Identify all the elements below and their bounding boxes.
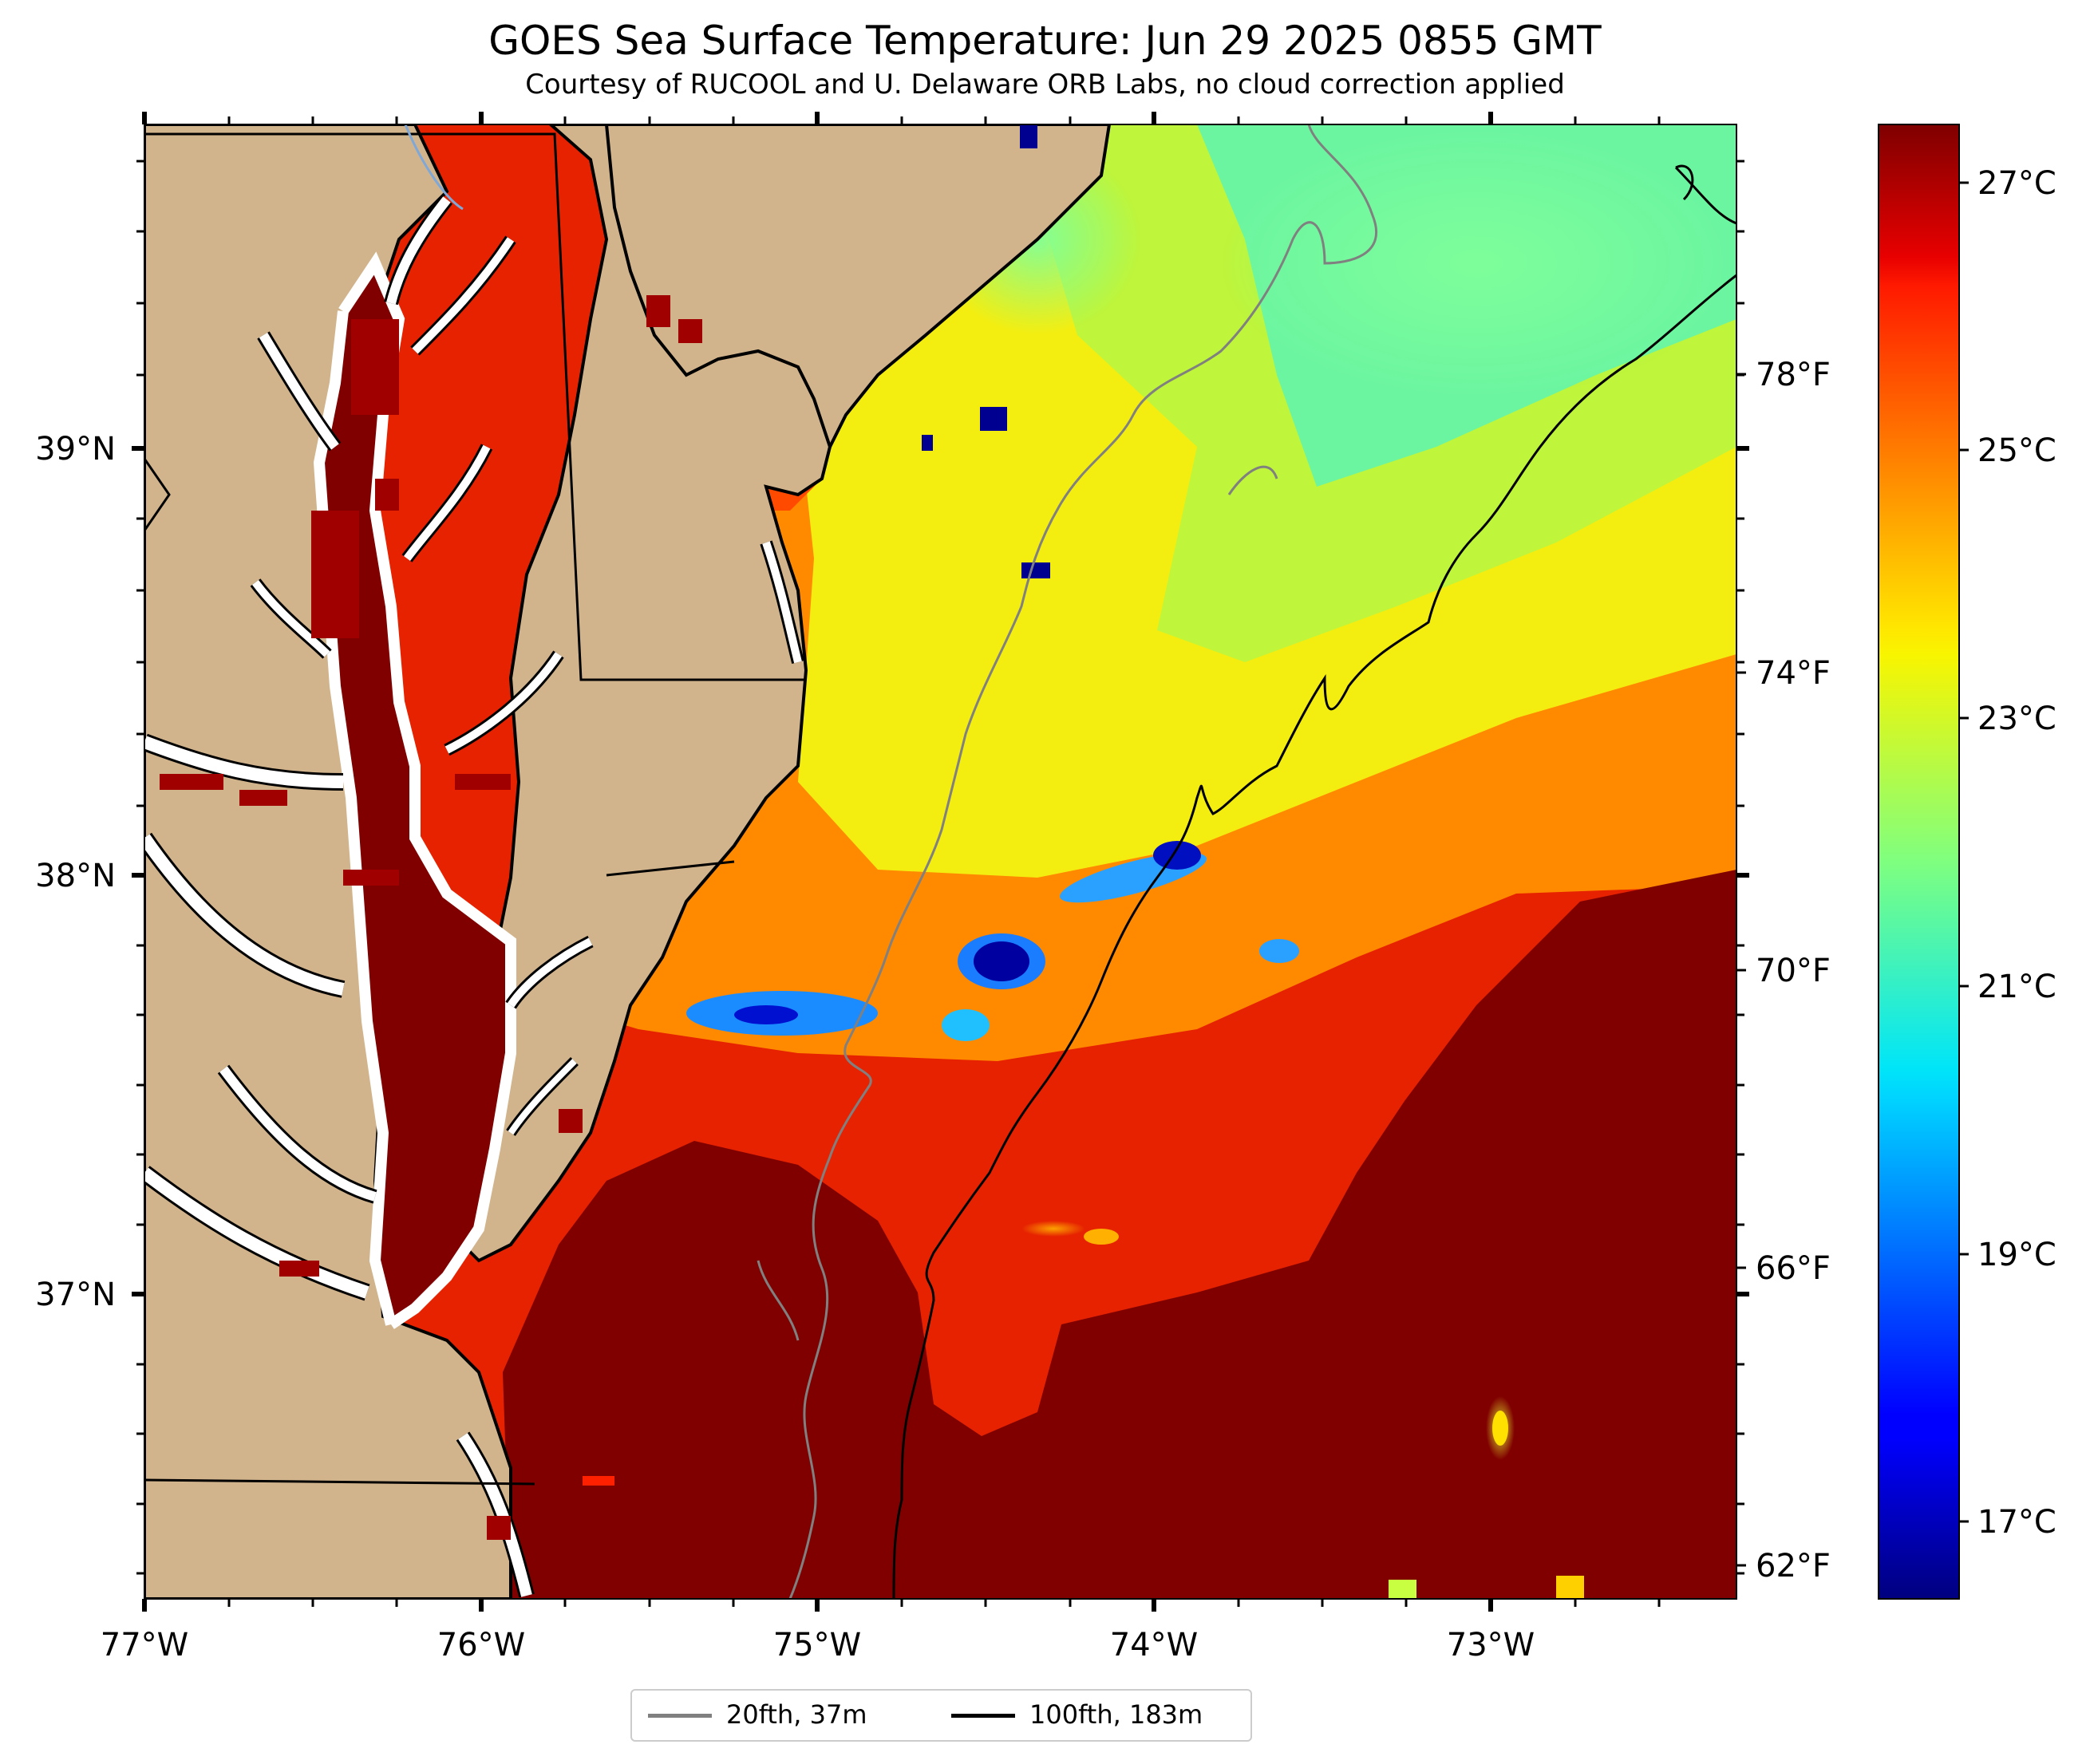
bay-cold-pixels <box>922 124 1050 578</box>
legend-swatch-100fth <box>951 1714 1015 1718</box>
colorbar-celsius-label: 23°C <box>1977 700 2056 737</box>
map-frame <box>144 124 1737 1600</box>
isobath-100fth <box>892 274 1736 1599</box>
x-tick-label: 75°W <box>773 1627 861 1663</box>
sst-gulfstream-mass <box>503 870 1736 1599</box>
y-tick-label: 37°N <box>35 1277 116 1313</box>
cold-patch-4 <box>1259 939 1299 963</box>
x-tick-label: 76°W <box>437 1627 525 1663</box>
legend: 20fth, 37m 100fth, 183m <box>630 1689 1252 1742</box>
state-borders <box>144 132 806 1486</box>
colorbar-celsius-label: 25°C <box>1977 432 2056 469</box>
y-tick-label: 38°N <box>35 858 116 894</box>
colorbar-celsius-label: 17°C <box>1977 1504 2056 1541</box>
chart-title: GOES Sea Surface Temperature: Jun 29 202… <box>488 18 1602 64</box>
bay-warm-pixels <box>160 295 702 1540</box>
colorbar-fahrenheit-label: 74°F <box>1756 655 1831 692</box>
colorbar-gradient <box>1878 124 1960 1600</box>
colorbar-fahrenheit-label: 66°F <box>1756 1250 1831 1287</box>
colorbar-fahrenheit-label: 78°F <box>1756 357 1831 393</box>
colorbar-fahrenheit-label: 62°F <box>1756 1548 1831 1584</box>
colorbar: 27°C 25°C 23°C 21°C 19°C 17°C 78°F 74°F … <box>1736 124 2056 1600</box>
y-axis: 39°N 38°N 37°N <box>35 160 1749 1575</box>
colorbar-celsius-label: 19°C <box>1977 1237 2056 1273</box>
x-tick-label: 74°W <box>1110 1627 1198 1663</box>
land-new-jersey <box>604 124 1112 452</box>
legend-label-20fth: 20fth, 37m <box>726 1699 867 1730</box>
colorbar-celsius-label: 21°C <box>1977 969 2056 1005</box>
isobath-20fth <box>788 124 1378 1599</box>
x-axis: 77°W 76°W 75°W 74°W 73°W <box>101 112 1661 1663</box>
colorbar-celsius-label: 27°C <box>1977 165 2056 202</box>
legend-label-100fth: 100fth, 183m <box>1029 1699 1203 1730</box>
x-tick-label: 73°W <box>1447 1627 1535 1663</box>
colorbar-fahrenheit-label: 70°F <box>1756 953 1831 989</box>
chart-subtitle: Courtesy of RUCOOL and U. Delaware ORB L… <box>525 69 1565 101</box>
tributaries <box>144 195 804 1598</box>
x-tick-label: 77°W <box>101 1627 188 1663</box>
y-tick-label: 39°N <box>35 431 116 468</box>
map-area <box>144 124 1736 1599</box>
legend-swatch-20fth <box>648 1714 712 1718</box>
